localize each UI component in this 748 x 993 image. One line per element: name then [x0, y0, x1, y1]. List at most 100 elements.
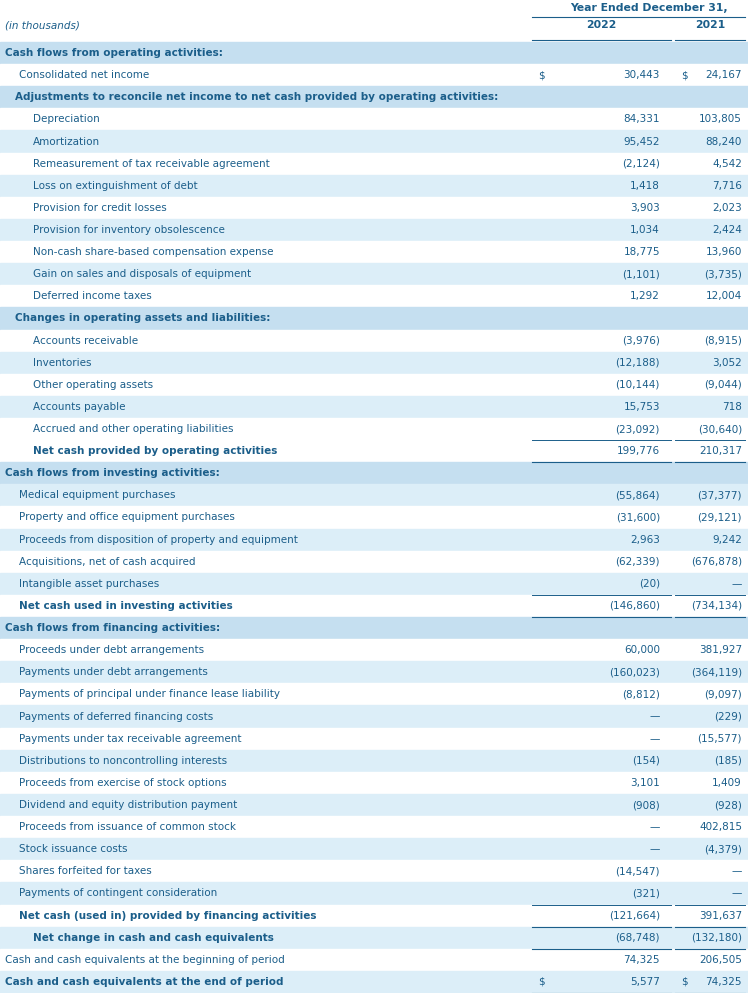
Text: $: $ — [538, 977, 545, 987]
Text: Inventories: Inventories — [33, 357, 91, 367]
Text: (30,640): (30,640) — [698, 424, 742, 434]
Bar — [0, 926, 748, 948]
Text: Changes in operating assets and liabilities:: Changes in operating assets and liabilit… — [15, 314, 270, 324]
Text: Non-cash share-based compensation expense: Non-cash share-based compensation expens… — [33, 247, 274, 257]
Bar — [0, 794, 748, 816]
Text: Intangible asset purchases: Intangible asset purchases — [19, 579, 159, 589]
Bar — [0, 218, 748, 241]
Text: Proceeds from issuance of common stock: Proceeds from issuance of common stock — [19, 822, 236, 832]
Bar — [0, 153, 748, 175]
Text: —: — — [649, 822, 660, 832]
Bar — [0, 772, 748, 794]
Text: 7,716: 7,716 — [712, 181, 742, 191]
Text: (121,664): (121,664) — [609, 911, 660, 921]
Bar — [0, 352, 748, 373]
Bar — [0, 42, 748, 65]
Text: Deferred income taxes: Deferred income taxes — [33, 291, 152, 301]
Text: 2021: 2021 — [696, 20, 726, 30]
Bar — [0, 130, 748, 153]
Text: (9,044): (9,044) — [705, 379, 742, 390]
Bar — [0, 860, 748, 883]
Text: Cash and cash equivalents at the beginning of period: Cash and cash equivalents at the beginni… — [5, 955, 285, 965]
Text: (9,097): (9,097) — [705, 689, 742, 699]
Text: (12,188): (12,188) — [616, 357, 660, 367]
Text: (229): (229) — [714, 712, 742, 722]
Text: —: — — [732, 889, 742, 899]
Text: (185): (185) — [714, 756, 742, 766]
Text: Distributions to noncontrolling interests: Distributions to noncontrolling interest… — [19, 756, 227, 766]
Bar — [0, 705, 748, 728]
Text: 1,409: 1,409 — [712, 778, 742, 787]
Text: 2,424: 2,424 — [712, 225, 742, 235]
Text: (321): (321) — [632, 889, 660, 899]
Text: (146,860): (146,860) — [609, 601, 660, 611]
Text: Accrued and other operating liabilities: Accrued and other operating liabilities — [33, 424, 233, 434]
Text: 3,101: 3,101 — [631, 778, 660, 787]
Text: 206,505: 206,505 — [699, 955, 742, 965]
Text: (29,121): (29,121) — [697, 512, 742, 522]
Bar — [0, 639, 748, 661]
Text: —: — — [649, 734, 660, 744]
Text: 210,317: 210,317 — [699, 446, 742, 456]
Text: (4,379): (4,379) — [704, 844, 742, 854]
Bar — [0, 241, 748, 263]
Text: $: $ — [681, 977, 687, 987]
Text: Payments of deferred financing costs: Payments of deferred financing costs — [19, 712, 213, 722]
Text: 74,325: 74,325 — [705, 977, 742, 987]
Text: 60,000: 60,000 — [624, 645, 660, 655]
Text: 402,815: 402,815 — [699, 822, 742, 832]
Text: 1,292: 1,292 — [630, 291, 660, 301]
Text: (in thousands): (in thousands) — [5, 20, 80, 30]
Bar — [0, 750, 748, 772]
Text: Payments of contingent consideration: Payments of contingent consideration — [19, 889, 217, 899]
Text: 4,542: 4,542 — [712, 159, 742, 169]
Bar — [0, 330, 748, 352]
Text: (734,134): (734,134) — [691, 601, 742, 611]
Text: 2,963: 2,963 — [630, 534, 660, 544]
Text: 2,023: 2,023 — [712, 203, 742, 213]
Text: Property and office equipment purchases: Property and office equipment purchases — [19, 512, 235, 522]
Text: 3,052: 3,052 — [712, 357, 742, 367]
Text: 9,242: 9,242 — [712, 534, 742, 544]
Bar — [0, 175, 748, 197]
Text: 1,418: 1,418 — [630, 181, 660, 191]
Text: 199,776: 199,776 — [617, 446, 660, 456]
Bar — [0, 418, 748, 440]
Text: (10,144): (10,144) — [616, 379, 660, 390]
Text: (20): (20) — [639, 579, 660, 589]
Text: —: — — [732, 579, 742, 589]
Text: (37,377): (37,377) — [697, 491, 742, 500]
Bar — [0, 285, 748, 308]
Text: (154): (154) — [632, 756, 660, 766]
Text: 5,577: 5,577 — [630, 977, 660, 987]
Text: Proceeds under debt arrangements: Proceeds under debt arrangements — [19, 645, 204, 655]
Text: (908): (908) — [632, 800, 660, 810]
Text: Proceeds from disposition of property and equipment: Proceeds from disposition of property an… — [19, 534, 298, 544]
Bar — [0, 485, 748, 506]
Bar — [0, 551, 748, 573]
Text: Provision for credit losses: Provision for credit losses — [33, 203, 167, 213]
Text: 18,775: 18,775 — [624, 247, 660, 257]
Text: (3,735): (3,735) — [704, 269, 742, 279]
Bar — [0, 440, 748, 462]
Text: (928): (928) — [714, 800, 742, 810]
Text: Cash flows from investing activities:: Cash flows from investing activities: — [5, 469, 220, 479]
Text: Accounts payable: Accounts payable — [33, 402, 126, 412]
Text: Net cash provided by operating activities: Net cash provided by operating activitie… — [33, 446, 278, 456]
Bar — [0, 373, 748, 396]
Bar — [0, 661, 748, 683]
Text: (68,748): (68,748) — [616, 932, 660, 942]
Text: (31,600): (31,600) — [616, 512, 660, 522]
Text: 718: 718 — [722, 402, 742, 412]
Text: 12,004: 12,004 — [706, 291, 742, 301]
Text: 15,753: 15,753 — [624, 402, 660, 412]
Text: (62,339): (62,339) — [616, 557, 660, 567]
Text: —: — — [649, 712, 660, 722]
Bar — [0, 595, 748, 617]
Text: Stock issuance costs: Stock issuance costs — [19, 844, 127, 854]
Text: Loss on extinguishment of debt: Loss on extinguishment of debt — [33, 181, 197, 191]
Text: (160,023): (160,023) — [609, 667, 660, 677]
Bar — [0, 197, 748, 218]
Text: (14,547): (14,547) — [616, 866, 660, 877]
Bar — [0, 263, 748, 285]
